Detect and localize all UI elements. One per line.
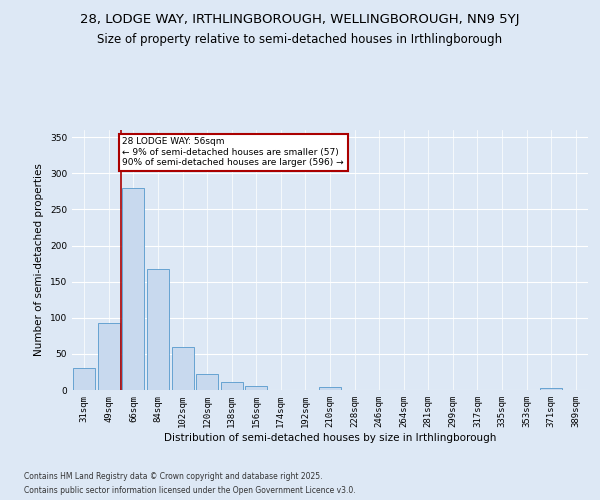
Text: Contains HM Land Registry data © Crown copyright and database right 2025.: Contains HM Land Registry data © Crown c… [24, 472, 323, 481]
Bar [245, 386, 268, 390]
Bar [319, 387, 341, 390]
Bar [196, 374, 218, 390]
Text: 28 LODGE WAY: 56sqm
← 9% of semi-detached houses are smaller (57)
90% of semi-de: 28 LODGE WAY: 56sqm ← 9% of semi-detache… [122, 137, 344, 167]
Y-axis label: Number of semi-detached properties: Number of semi-detached properties [34, 164, 44, 356]
Bar [172, 346, 194, 390]
Text: Size of property relative to semi-detached houses in Irthlingborough: Size of property relative to semi-detach… [97, 32, 503, 46]
Bar [221, 382, 243, 390]
Text: Contains public sector information licensed under the Open Government Licence v3: Contains public sector information licen… [24, 486, 356, 495]
Bar [147, 270, 169, 390]
Text: 28, LODGE WAY, IRTHLINGBOROUGH, WELLINGBOROUGH, NN9 5YJ: 28, LODGE WAY, IRTHLINGBOROUGH, WELLINGB… [80, 12, 520, 26]
Bar [540, 388, 562, 390]
Bar [73, 368, 95, 390]
Bar [98, 323, 120, 390]
Bar [122, 188, 145, 390]
X-axis label: Distribution of semi-detached houses by size in Irthlingborough: Distribution of semi-detached houses by … [164, 432, 496, 442]
